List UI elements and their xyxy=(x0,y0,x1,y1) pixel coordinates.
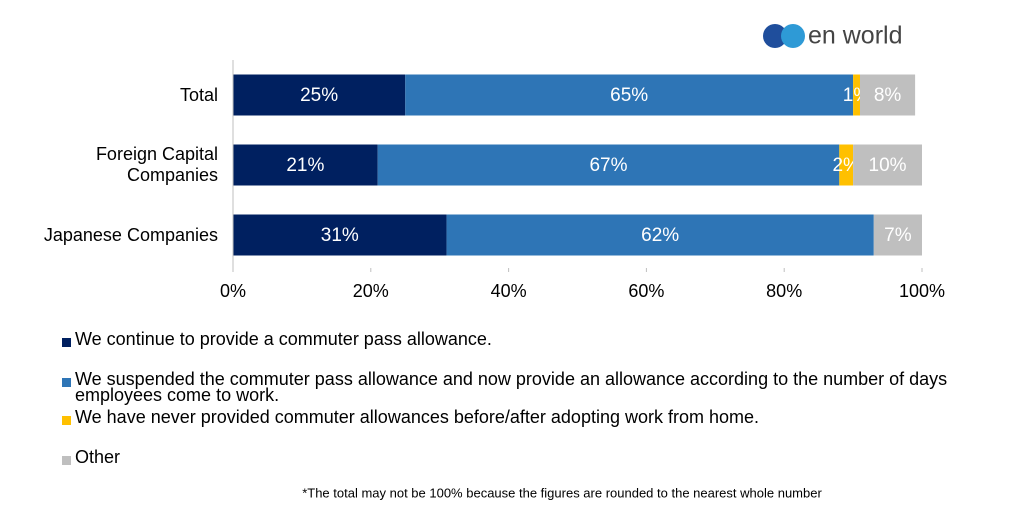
data-label: 21% xyxy=(286,155,324,176)
footnote: *The total may not be 100% because the f… xyxy=(302,485,822,500)
y-tick-label-text: Total xyxy=(179,84,218,105)
bar-segment xyxy=(873,214,922,256)
data-label: 10% xyxy=(869,155,907,176)
x-tick-label: 80% xyxy=(766,281,802,301)
y-tick-label: Japanese Companies xyxy=(8,214,218,256)
data-label: 31% xyxy=(321,225,359,246)
legend-label: Other xyxy=(75,447,121,467)
legend-label: We have never provided commuter allowanc… xyxy=(75,407,760,427)
bar-segment xyxy=(233,144,378,186)
data-label: 7% xyxy=(884,225,912,246)
legend-swatch xyxy=(62,338,71,347)
y-tick-label-text: Japanese Companies xyxy=(43,224,218,245)
y-tick-label: Total xyxy=(8,74,218,116)
logo: en world xyxy=(808,22,903,50)
x-tick-label: 20% xyxy=(353,281,389,301)
bar-segment xyxy=(446,214,874,256)
legend-label: We continue to provide a commuter pass a… xyxy=(75,329,492,349)
legend-label: We suspended the commuter pass allowance… xyxy=(75,369,948,405)
data-label: 25% xyxy=(300,85,338,106)
legend-swatch xyxy=(62,378,71,387)
data-label: 8% xyxy=(874,85,902,106)
bar-segment xyxy=(377,144,840,186)
x-tick-label: 60% xyxy=(628,281,664,301)
bar-segment xyxy=(853,74,860,116)
x-tick-label: 40% xyxy=(491,281,527,301)
bar-segment xyxy=(405,74,854,116)
bar-segment xyxy=(853,144,922,186)
bar-segment xyxy=(233,214,447,256)
y-tick-label-text: Foreign Capital Companies xyxy=(95,144,218,185)
legend-swatch xyxy=(62,456,71,465)
logo-icon xyxy=(763,24,787,48)
bar-segment xyxy=(233,74,406,116)
x-tick-label: 100% xyxy=(899,281,945,301)
legend-swatch xyxy=(62,416,71,425)
bar-segment xyxy=(859,74,916,116)
data-label: 65% xyxy=(610,85,648,106)
data-label: 62% xyxy=(641,225,679,246)
bar-segment xyxy=(839,144,854,186)
y-tick-label: Foreign Capital Companies xyxy=(8,144,218,186)
logo-icon xyxy=(781,24,805,48)
data-label: 67% xyxy=(589,155,627,176)
x-tick-label: 0% xyxy=(220,281,246,301)
